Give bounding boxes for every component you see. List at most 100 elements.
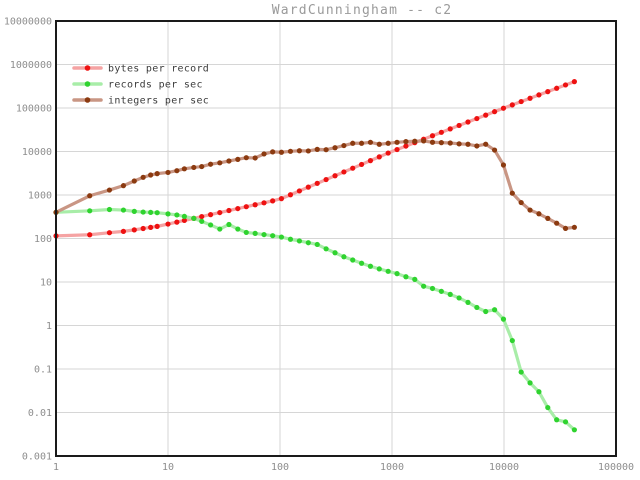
y-tick-label: 1000 <box>28 191 52 202</box>
data-point-integers-per-sec <box>571 224 577 230</box>
data-point-records-per-sec <box>261 231 267 238</box>
data-point-records-per-sec <box>165 211 171 217</box>
legend-item: bytes per record <box>72 64 209 75</box>
data-point-records-per-sec <box>243 229 249 236</box>
data-point-records-per-sec <box>120 207 127 213</box>
data-point-bytes-per-record <box>509 102 515 108</box>
data-point-bytes-per-record <box>243 204 249 210</box>
data-point-integers-per-sec <box>207 161 214 167</box>
data-point-records-per-sec <box>235 226 241 232</box>
data-point-records-per-sec <box>148 209 154 216</box>
x-tick-label: 10 <box>162 462 174 473</box>
data-point-records-per-sec <box>296 238 302 244</box>
data-point-integers-per-sec <box>527 207 533 213</box>
data-point-integers-per-sec <box>429 139 436 145</box>
data-point-bytes-per-record <box>270 198 276 204</box>
data-point-integers-per-sec <box>385 140 391 146</box>
x-tick-label: 1 <box>53 462 59 473</box>
data-point-bytes-per-record <box>429 133 436 139</box>
data-point-records-per-sec <box>474 304 480 311</box>
x-tick-label: 1000 <box>380 462 404 473</box>
data-point-records-per-sec <box>421 283 427 289</box>
data-point-integers-per-sec <box>235 156 241 162</box>
data-point-bytes-per-record <box>341 169 347 175</box>
tick-label-layer: 1 10 100 1000 10000 100000 0.001 0.01 0.1 1 10 100 1… <box>4 17 634 474</box>
data-point-records-per-sec <box>87 208 93 214</box>
data-point-integers-per-sec <box>199 163 205 170</box>
data-point-bytes-per-record <box>571 79 577 85</box>
data-point-records-per-sec <box>447 291 453 297</box>
data-point-records-per-sec <box>154 210 160 216</box>
data-point-bytes-per-record <box>278 196 285 202</box>
data-point-bytes-per-record <box>545 89 551 95</box>
data-point-bytes-per-record <box>385 150 391 156</box>
data-point-integers-per-sec <box>465 141 471 147</box>
data-point-bytes-per-record <box>527 95 533 101</box>
data-point-records-per-sec <box>350 257 356 263</box>
data-point-bytes-per-record <box>296 188 302 194</box>
series-line-records-per-sec <box>54 207 576 432</box>
data-point-bytes-per-record <box>140 225 146 232</box>
data-point-bytes-per-record <box>332 173 338 179</box>
data-point-integers-per-sec <box>500 162 507 168</box>
data-point-bytes-per-record <box>491 109 498 115</box>
data-point-records-per-sec <box>554 417 560 423</box>
data-point-integers-per-sec <box>181 166 187 172</box>
data-point-integers-per-sec <box>367 139 374 145</box>
data-point-integers-per-sec <box>562 225 569 231</box>
data-point-bytes-per-record <box>287 192 294 198</box>
legend-marker <box>84 81 91 87</box>
data-point-integers-per-sec <box>412 138 418 144</box>
data-point-records-per-sec <box>305 240 311 246</box>
y-tick-label: 10000 <box>22 147 52 158</box>
data-point-integers-per-sec <box>474 143 480 149</box>
x-tick-label: 10000 <box>489 462 519 473</box>
data-point-bytes-per-record <box>323 176 329 183</box>
data-point-bytes-per-record <box>465 119 471 125</box>
data-point-integers-per-sec <box>278 149 285 155</box>
data-point-records-per-sec <box>403 274 409 280</box>
y-tick-label: 1 <box>46 321 52 332</box>
data-point-integers-per-sec <box>252 155 258 161</box>
data-point-records-per-sec <box>323 246 329 252</box>
data-point-bytes-per-record <box>226 207 232 214</box>
data-point-bytes-per-record <box>376 154 382 160</box>
data-point-records-per-sec <box>341 254 347 260</box>
plot-border <box>55 20 617 457</box>
data-point-integers-per-sec <box>243 155 249 161</box>
data-point-integers-per-sec <box>483 141 489 147</box>
data-point-bytes-per-record <box>367 158 374 164</box>
data-point-integers-per-sec <box>421 138 427 144</box>
data-point-bytes-per-record <box>165 221 171 227</box>
y-tick-label: 100 <box>34 234 52 245</box>
legend-label: records per sec <box>108 80 203 91</box>
y-tick-label: 1000000 <box>10 60 52 71</box>
plot-border-layer <box>55 20 617 457</box>
data-point-records-per-sec <box>429 285 436 292</box>
legend-label: integers per sec <box>108 96 209 107</box>
data-point-bytes-per-record <box>562 82 569 88</box>
data-point-records-per-sec <box>465 299 471 305</box>
data-point-records-per-sec <box>140 209 146 215</box>
data-point-integers-per-sec <box>287 148 294 154</box>
data-point-records-per-sec <box>376 266 382 272</box>
data-point-integers-per-sec <box>323 147 329 153</box>
data-point-integers-per-sec <box>536 211 542 217</box>
data-point-integers-per-sec <box>545 215 551 221</box>
data-point-integers-per-sec <box>226 158 232 164</box>
data-point-records-per-sec <box>226 221 232 228</box>
data-point-bytes-per-record <box>154 223 160 229</box>
data-point-bytes-per-record <box>536 92 542 98</box>
data-point-records-per-sec <box>199 218 205 224</box>
data-point-records-per-sec <box>571 427 577 433</box>
data-point-bytes-per-record <box>350 165 356 171</box>
data-point-bytes-per-record <box>148 224 154 230</box>
data-point-bytes-per-record <box>174 219 180 225</box>
data-point-bytes-per-record <box>217 209 223 216</box>
y-tick-label: 0.1 <box>34 365 52 376</box>
data-point-integers-per-sec <box>341 142 347 149</box>
data-point-integers-per-sec <box>165 169 171 176</box>
data-point-integers-per-sec <box>270 149 276 155</box>
data-point-integers-per-sec <box>403 139 409 145</box>
legend-marker <box>84 97 91 103</box>
